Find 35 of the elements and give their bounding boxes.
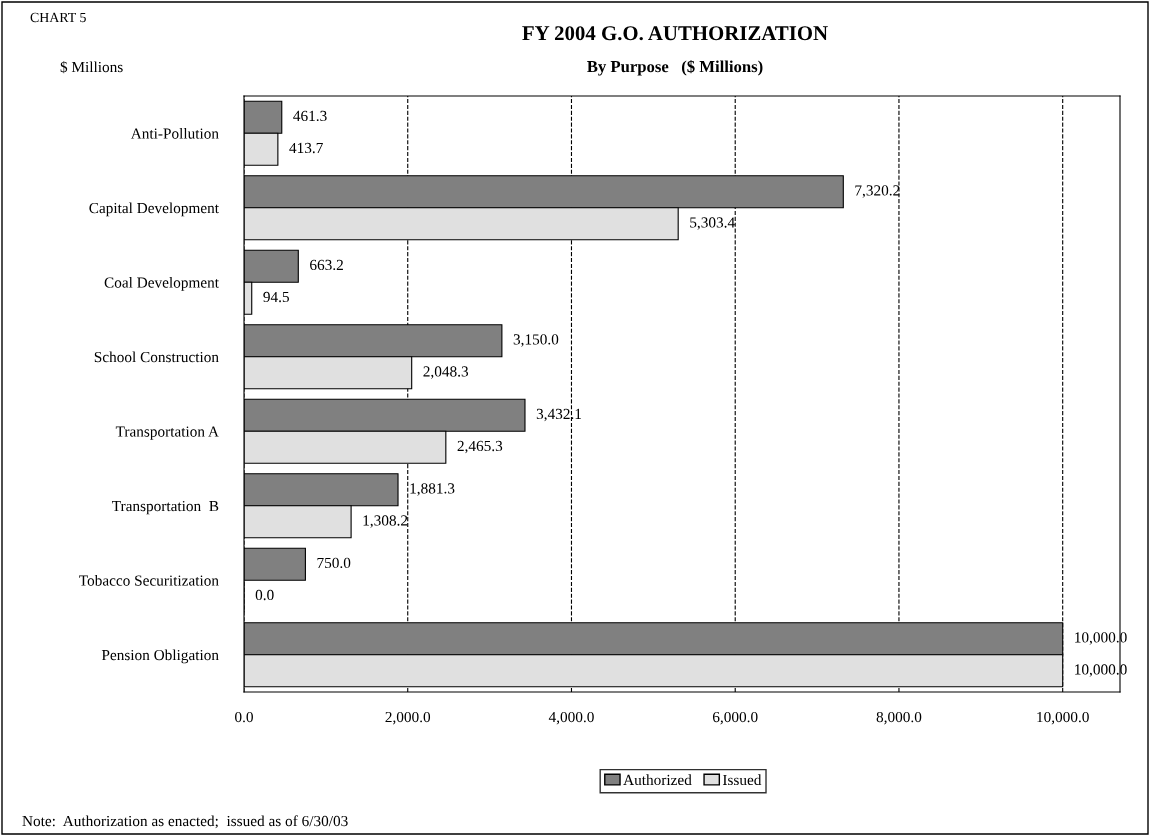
- x-tick-label: 8,000.0: [876, 711, 922, 725]
- text: Note: Authorization as enacted; issued as of 6/30/03: [22, 815, 348, 829]
- chart-title: FY 2004 G.O. AUTHORIZATION: [522, 26, 828, 41]
- data-label: 2,048.3: [423, 366, 469, 379]
- caption: CHART 5: [30, 12, 86, 23]
- x-tick-label: 2,000.0: [385, 711, 431, 725]
- y-tick-label: Coal Development: [104, 276, 219, 291]
- y-tick-label: Anti-Pollution: [130, 127, 219, 139]
- chart-subtitle: By Purpose ($ Millions): [587, 59, 763, 76]
- data-label: 461.3: [293, 110, 327, 122]
- x-tick-label: 4,000.0: [548, 711, 594, 725]
- legend-label: Authorized: [623, 774, 692, 786]
- data-label: 750.0: [317, 557, 351, 569]
- data-label: 94.5: [263, 291, 289, 303]
- data-label: 413.7: [289, 142, 323, 154]
- legend-label: Issued: [722, 774, 762, 786]
- data-label: 2,465.3: [457, 440, 503, 454]
- y-tick-label: Transportation B: [112, 500, 219, 515]
- y-tick-label: School Construction: [94, 351, 219, 363]
- data-label: 3,150.0: [513, 334, 559, 347]
- data-label: 7,320.2: [855, 185, 900, 198]
- data-label: 1,308.2: [363, 515, 408, 528]
- text: $ Millions: [60, 60, 123, 74]
- x-tick-label: 10,000.0: [1037, 711, 1089, 725]
- data-label: 0.0: [255, 589, 274, 601]
- data-label: 3,432.1: [536, 408, 582, 422]
- data-label: 5,303.4: [690, 217, 735, 230]
- data-label: 663.2: [310, 259, 343, 271]
- data-label: 1,881.3: [410, 483, 455, 496]
- x-tick-label: 6,000.0: [712, 711, 758, 725]
- y-tick-label: Tobacco Securitization: [79, 574, 219, 586]
- y-tick-label: Pension Obligation: [101, 649, 219, 664]
- y-tick-label: Capital Development: [89, 202, 219, 217]
- y-tick-label: Transportation A: [115, 426, 219, 440]
- x-tick-label: 0.0: [235, 711, 253, 723]
